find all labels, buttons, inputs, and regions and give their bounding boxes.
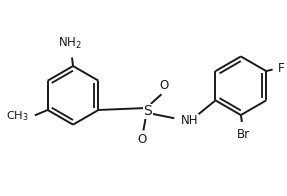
- Text: Br: Br: [237, 128, 250, 141]
- Text: O: O: [138, 132, 147, 145]
- Text: NH$_2$: NH$_2$: [59, 36, 82, 51]
- Text: NH: NH: [181, 114, 198, 127]
- Text: O: O: [159, 79, 168, 92]
- Text: S: S: [143, 104, 152, 118]
- Text: F: F: [278, 62, 285, 75]
- Text: CH$_3$: CH$_3$: [6, 110, 29, 123]
